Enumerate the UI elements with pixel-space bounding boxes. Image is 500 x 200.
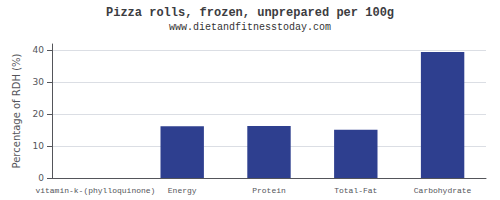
- svg-text:Carbohydrate: Carbohydrate: [414, 186, 472, 195]
- svg-text:Protein: Protein: [252, 186, 286, 195]
- svg-text:vitamin-k-(phylloquinone): vitamin-k-(phylloquinone): [35, 186, 155, 195]
- svg-text:Percentage of RDH (%): Percentage of RDH (%): [11, 53, 22, 168]
- svg-text:10: 10: [33, 141, 45, 151]
- svg-text:20: 20: [33, 109, 45, 119]
- svg-text:Pizza rolls, frozen, unprepare: Pizza rolls, frozen, unprepared per 100g: [106, 6, 394, 20]
- svg-text:40: 40: [33, 45, 45, 55]
- svg-text:Total-Fat: Total-Fat: [334, 186, 377, 195]
- svg-text:0: 0: [38, 173, 44, 183]
- svg-text:Energy: Energy: [168, 186, 197, 195]
- svg-text:www.dietandfitnesstoday.com: www.dietandfitnesstoday.com: [169, 22, 331, 33]
- svg-text:30: 30: [33, 77, 45, 87]
